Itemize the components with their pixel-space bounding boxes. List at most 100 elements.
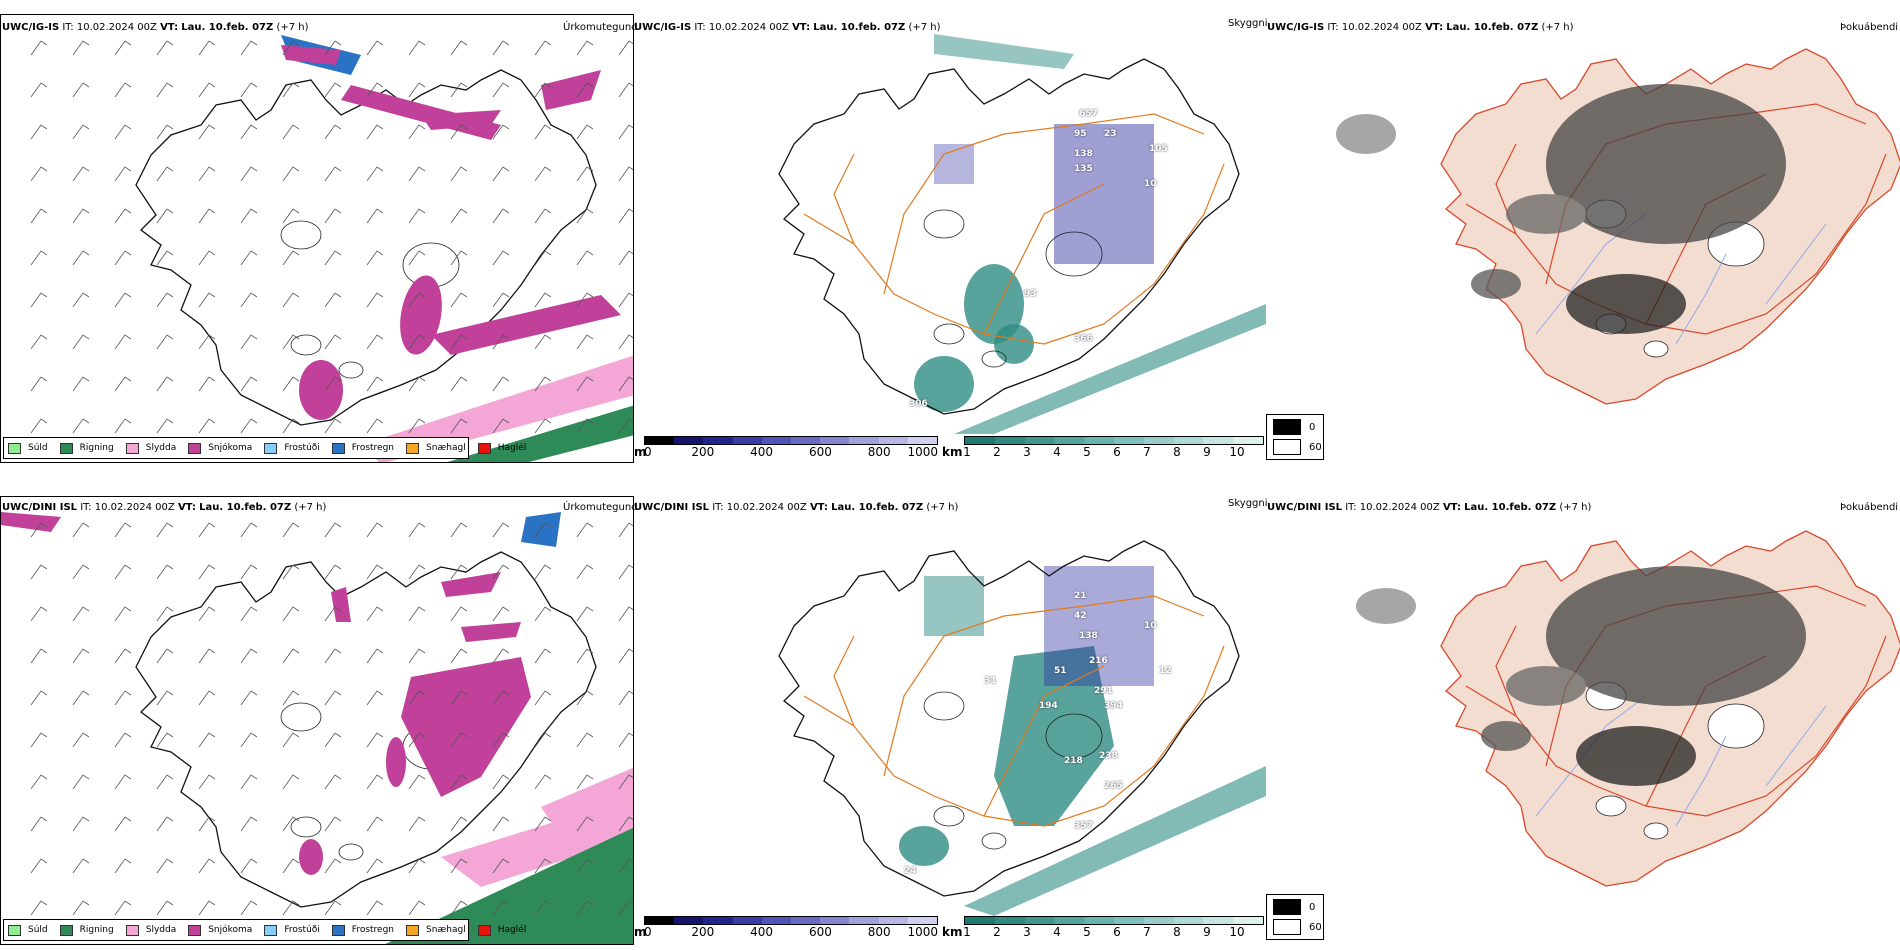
wind-barb — [492, 522, 510, 538]
wind-barb — [198, 40, 216, 56]
wind-barb — [492, 564, 510, 580]
wind-barb — [30, 564, 48, 580]
wind-barb — [114, 564, 132, 580]
wind-barb — [618, 250, 633, 266]
wind-barb — [198, 376, 216, 392]
wind-barb — [114, 732, 132, 748]
wind-barb — [324, 522, 342, 538]
wind-barb — [618, 334, 633, 350]
wind-barb — [240, 376, 258, 392]
fog-map-svg — [1336, 48, 1900, 405]
visibility-cells — [964, 436, 1264, 445]
fog-legend-row1: 0 60 — [1266, 414, 1324, 460]
colorbar-tick: 2 — [993, 445, 1001, 459]
wind-barb — [450, 564, 468, 580]
cloudbase-value-label: 24 — [904, 866, 917, 876]
legend-item: Frostregn — [331, 924, 395, 936]
wind-barb — [282, 40, 300, 56]
wind-barb — [366, 40, 384, 56]
wind-barb — [282, 690, 300, 706]
wind-barb — [534, 334, 552, 350]
colorbar-tick: 800 — [867, 445, 891, 459]
wind-barb — [618, 774, 633, 790]
iceland-coastline — [135, 69, 597, 426]
wind-barb — [366, 292, 384, 308]
wind-barb — [618, 732, 633, 748]
wind-barb — [282, 732, 300, 748]
model-name: UWC/DINI ISL — [634, 502, 710, 513]
legend-label: Frostúði — [284, 443, 320, 453]
valid-time: Lau. 10.feb. 07Z — [831, 502, 924, 513]
coastline — [135, 551, 597, 908]
wind-barb — [282, 648, 300, 664]
glacier-outline — [1707, 703, 1765, 749]
lead-time: (+7 h) — [1559, 502, 1592, 513]
wind-barbs — [30, 40, 633, 434]
colorbar-cell — [674, 437, 704, 444]
wind-barb — [576, 82, 594, 98]
wind-barb — [30, 250, 48, 266]
wind-barb — [114, 816, 132, 832]
wind-barb — [492, 418, 510, 434]
wind-barb — [240, 292, 258, 308]
wind-barb — [72, 376, 90, 392]
coastline — [135, 69, 597, 426]
cloudbase-value-label: 218 — [1064, 756, 1083, 766]
wind-barb — [408, 418, 426, 434]
wind-barb — [450, 292, 468, 308]
vt-label: VT: — [809, 502, 828, 513]
init-time: 10.02.2024 00Z — [76, 22, 157, 33]
wind-barb — [450, 816, 468, 832]
wind-barb — [534, 292, 552, 308]
wind-barb — [114, 522, 132, 538]
wind-barb — [450, 606, 468, 622]
wind-barb — [492, 82, 510, 98]
colorbar-cell — [732, 917, 762, 924]
wind-barb — [114, 82, 132, 98]
fog-legend-row: 60 — [1273, 439, 1322, 455]
wind-barb — [156, 376, 174, 392]
lead-time: (+7 h) — [908, 22, 941, 33]
wind-barb — [198, 858, 216, 874]
wind-barb — [282, 208, 300, 224]
wind-barb — [408, 40, 426, 56]
wind-barb — [366, 208, 384, 224]
wind-barb — [366, 522, 384, 538]
wind-barb — [492, 606, 510, 622]
wind-barb — [156, 166, 174, 182]
iceland-coastline-roads — [778, 540, 1240, 897]
wind-barb — [576, 690, 594, 706]
wind-barb — [156, 774, 174, 790]
glacier-outline — [923, 209, 965, 239]
wind-barb — [30, 166, 48, 182]
wind-barb — [366, 732, 384, 748]
wind-barb — [282, 564, 300, 580]
legend-item: Haglél — [477, 442, 526, 454]
visibility-ticks: 1 2 3 4 5 6 7 8 9 10 — [963, 925, 1264, 939]
vt-label: VT: — [177, 502, 196, 513]
colorbar-cell — [645, 917, 675, 924]
wind-barb — [114, 124, 132, 140]
legend-label: Snæhagl — [426, 443, 466, 453]
valid-time: Lau. 10.feb. 07Z — [199, 502, 292, 513]
row2-vis-header: UWC/DINI ISL IT: 10.02.2024 00Z VT: Lau.… — [634, 502, 958, 513]
wind-barb — [408, 564, 426, 580]
glacier-outline — [1643, 822, 1669, 840]
cloudbase-unit-row2: m — [634, 925, 647, 939]
wind-barb — [408, 292, 426, 308]
wind-barb — [30, 900, 48, 916]
wind-barb — [492, 732, 510, 748]
legend-label: Frostregn — [351, 925, 395, 935]
cloudbase-value-label: 366 — [1074, 334, 1093, 344]
glacier-outline — [1643, 340, 1669, 358]
wind-barb — [450, 732, 468, 748]
glacier-outline — [923, 691, 965, 721]
wind-barb — [534, 732, 552, 748]
wind-barb — [198, 606, 216, 622]
legend-swatch — [477, 924, 491, 936]
fog-index-map-row1 — [1266, 14, 1900, 454]
cloudbase-value-label: 238 — [1099, 751, 1118, 761]
fog-map-svg — [1356, 530, 1900, 887]
vt-label: VT: — [792, 22, 811, 33]
wind-barb — [492, 690, 510, 706]
